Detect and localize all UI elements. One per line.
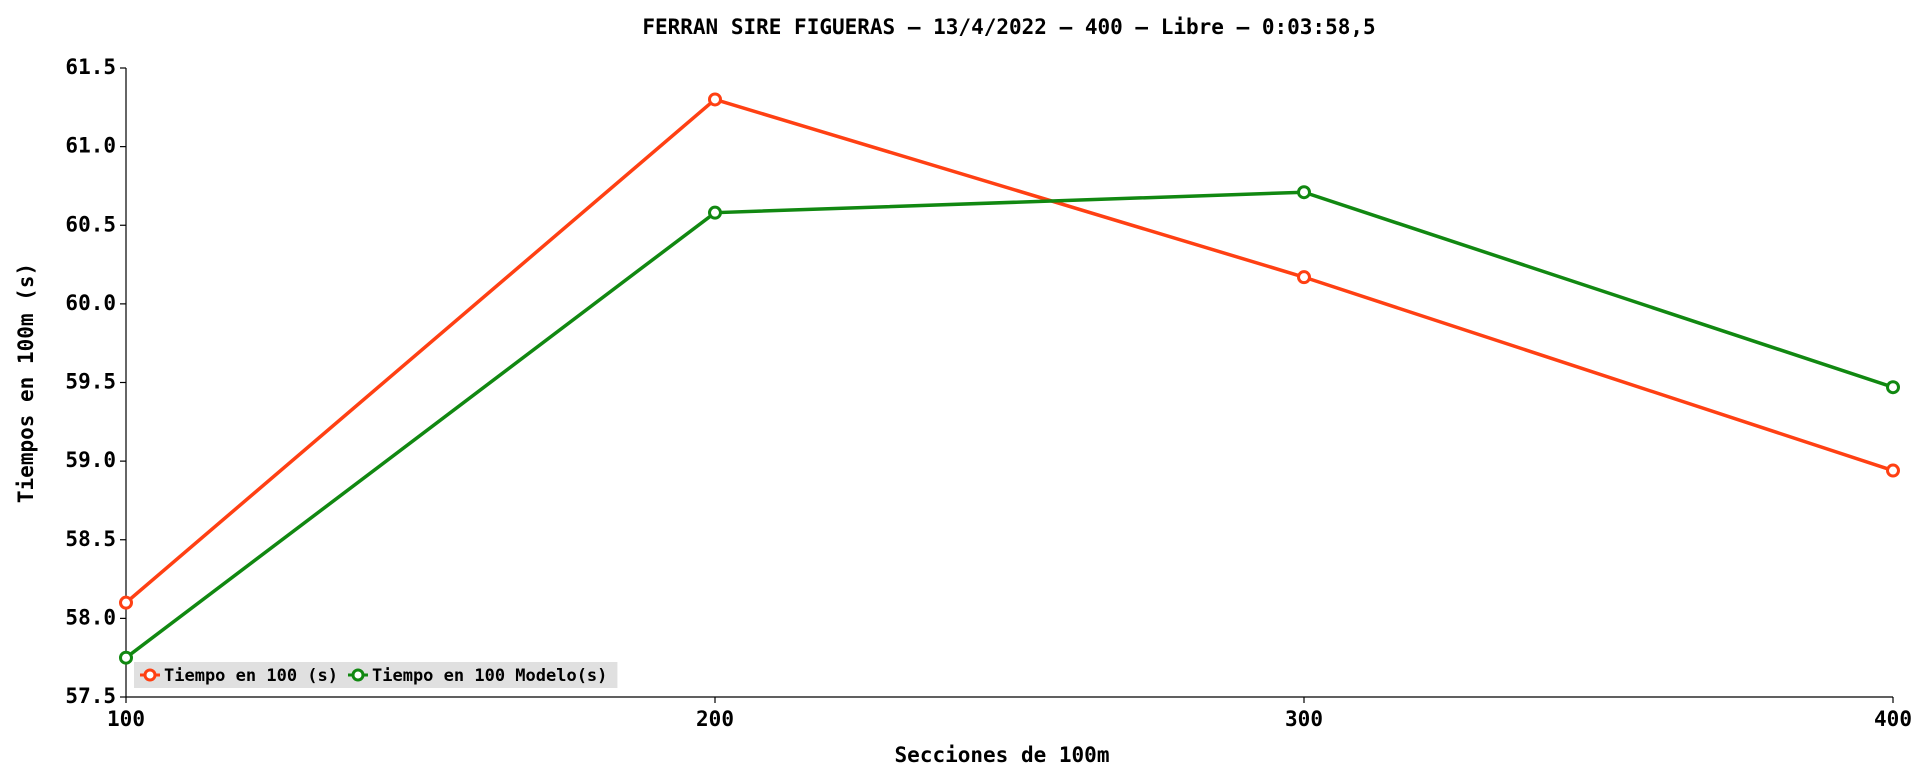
y-tick-label: 61.5: [65, 55, 116, 79]
legend: Tiempo en 100 (s) Tiempo en 100 Modelo(s): [134, 662, 618, 688]
y-tick-label: 58.0: [65, 605, 116, 629]
y-tick-label: 59.5: [65, 370, 116, 394]
legend-background: [134, 662, 618, 688]
chart-title: FERRAN SIRE FIGUERAS – 13/4/2022 – 400 –…: [642, 15, 1375, 39]
data-point: [1886, 380, 1900, 395]
data-point: [119, 650, 133, 665]
legend-marker: [143, 668, 157, 682]
x-tick-label: 100: [107, 707, 145, 731]
legend-label: Tiempo en 100 (s): [164, 666, 338, 686]
x-tick-label: 300: [1285, 707, 1323, 731]
x-tick-label: 200: [696, 707, 734, 731]
data-point: [1886, 463, 1900, 478]
y-tick-label: 61.0: [65, 134, 116, 158]
data-point: [708, 205, 722, 220]
x-tick-label: 400: [1874, 707, 1912, 731]
data-point: [1297, 270, 1311, 285]
data-point: [1297, 185, 1311, 200]
x-axis-label: Secciones de 100m: [895, 743, 1110, 767]
data-point: [119, 595, 133, 610]
y-tick-label: 58.5: [65, 527, 116, 551]
legend-marker: [351, 668, 365, 682]
series-line: [124, 97, 1894, 604]
legend-label: Tiempo en 100 Modelo(s): [372, 666, 607, 686]
y-tick-label: 60.0: [65, 291, 116, 315]
y-tick-label: 59.0: [65, 448, 116, 472]
y-tick-label: 60.5: [65, 212, 116, 236]
series-line: [124, 190, 1894, 660]
y-tick-label: 57.5: [65, 684, 116, 708]
y-axis-label: Tiempos en 100m (s): [14, 263, 38, 503]
data-point: [708, 92, 722, 107]
